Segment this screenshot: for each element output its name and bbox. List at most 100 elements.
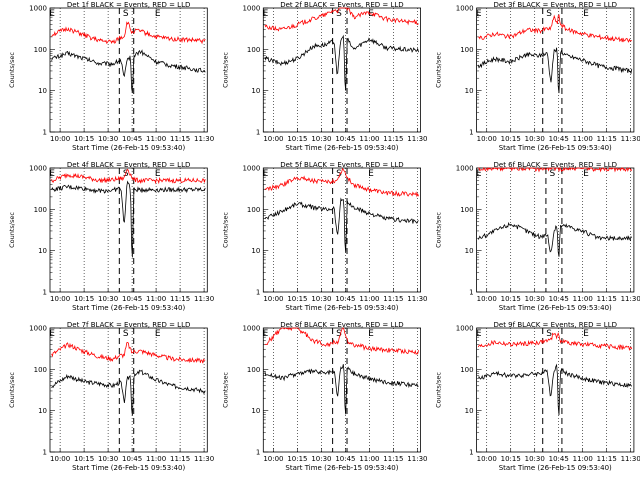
panel-2: Det 2f BLACK = Events, RED = LLD 10:00 10:… xyxy=(221,1,427,152)
x-tick-label: 10:00 xyxy=(263,135,283,143)
x-tick-label: 10:15 xyxy=(74,455,94,463)
x-tick-label: 10:45 xyxy=(335,135,355,143)
panel-title: Det 5f BLACK = Events, RED = LLD xyxy=(280,161,403,169)
y-tick-label: 1000 xyxy=(242,325,260,333)
y-tick-label: 100 xyxy=(34,46,47,54)
y-tick-label: 10 xyxy=(251,407,260,415)
x-tick-label: 11:00 xyxy=(146,295,166,303)
marker-start-label: E xyxy=(263,329,269,339)
x-tick-label: 10:45 xyxy=(549,295,569,303)
marker-source-label: S xyxy=(549,169,555,179)
panel-title: Det 9f BLACK = Events, RED = LLD xyxy=(494,321,617,329)
y-tick-label: 1000 xyxy=(29,325,47,333)
marker-end-label: E xyxy=(155,169,161,179)
plot-frame xyxy=(476,7,635,133)
x-tick-label: 11:15 xyxy=(383,295,403,303)
marker-end-label: E xyxy=(583,329,589,339)
y-tick-label: 1 xyxy=(256,449,260,457)
y-axis-label: Counts/sec xyxy=(435,372,443,408)
y-tick-label: 10 xyxy=(38,247,47,255)
x-tick-label: 10:15 xyxy=(74,295,94,303)
x-tick-label: 11:15 xyxy=(597,135,617,143)
series-line-lld xyxy=(51,21,206,45)
y-tick-label: 100 xyxy=(460,206,473,214)
x-tick-label: 10:15 xyxy=(501,295,521,303)
x-tick-label: 10:30 xyxy=(311,135,331,143)
marker-start-label: E xyxy=(49,329,55,339)
y-tick-label: 1 xyxy=(43,449,47,457)
y-tick-label: 100 xyxy=(247,206,260,214)
x-tick-label: 10:00 xyxy=(477,295,497,303)
y-tick-label: 100 xyxy=(247,366,260,374)
panel-title: Det 7f BLACK = Events, RED = LLD xyxy=(67,321,190,329)
x-axis-label: Start Time (26-Feb-15 09:53:40) xyxy=(285,304,398,312)
x-axis-label: Start Time (26-Feb-15 09:53:40) xyxy=(285,464,398,472)
x-tick-label: 10:30 xyxy=(525,295,545,303)
panel-9: Det 9f BLACK = Events, RED = LLD 10:00 10:… xyxy=(435,321,640,472)
series-line-lld xyxy=(51,341,206,364)
x-tick-label: 11:30 xyxy=(194,295,214,303)
x-tick-label: 11:30 xyxy=(407,295,427,303)
marker-source-label: S xyxy=(123,329,129,339)
series-line-events xyxy=(477,221,633,257)
x-tick-label: 10:15 xyxy=(287,295,307,303)
x-tick-label: 10:30 xyxy=(525,455,545,463)
panel-4: Det 4f BLACK = Events, RED = LLD 10:00 10:… xyxy=(8,161,214,312)
series-line-lld xyxy=(51,168,206,185)
series-line-events xyxy=(477,363,633,416)
x-tick-label: 11:30 xyxy=(621,135,640,143)
y-axis-label: Counts/sec xyxy=(435,52,443,88)
series-line-events xyxy=(51,369,206,416)
y-tick-label: 1 xyxy=(469,449,473,457)
x-tick-label: 10:30 xyxy=(98,455,118,463)
panel-3: Det 3f BLACK = Events, RED = LLD 10:00 10:… xyxy=(435,1,640,152)
y-tick-label: 1 xyxy=(43,129,47,137)
series-line-events xyxy=(51,49,206,94)
x-tick-label: 11:30 xyxy=(407,455,427,463)
x-tick-label: 10:45 xyxy=(335,455,355,463)
y-tick-label: 1000 xyxy=(456,5,474,13)
x-tick-label: 10:30 xyxy=(311,295,331,303)
marker-end-label: E xyxy=(368,329,374,339)
marker-start-label: E xyxy=(49,169,55,179)
x-tick-label: 10:30 xyxy=(98,295,118,303)
x-tick-label: 11:15 xyxy=(170,455,190,463)
x-axis-label: Start Time (26-Feb-15 09:53:40) xyxy=(72,144,185,152)
marker-start-label: E xyxy=(476,329,482,339)
series-line-events xyxy=(264,197,419,253)
series-line-events xyxy=(51,180,206,258)
x-tick-label: 10:15 xyxy=(287,135,307,143)
series-line-events xyxy=(264,34,419,91)
series-line-lld xyxy=(264,167,419,198)
y-tick-label: 10 xyxy=(251,87,260,95)
y-tick-label: 1 xyxy=(256,289,260,297)
marker-start-label: E xyxy=(263,169,269,179)
series-line-lld xyxy=(478,14,632,43)
panel-title: Det 3f BLACK = Events, RED = LLD xyxy=(494,1,617,9)
x-axis-label: Start Time (26-Feb-15 09:53:40) xyxy=(499,144,612,152)
y-tick-label: 10 xyxy=(38,87,47,95)
x-tick-label: 10:45 xyxy=(335,295,355,303)
y-axis-label: Counts/sec xyxy=(8,212,16,248)
marker-end-label: E xyxy=(155,9,161,19)
y-tick-label: 10 xyxy=(465,407,474,415)
x-tick-label: 11:00 xyxy=(573,455,593,463)
series-line-lld xyxy=(478,166,633,173)
x-tick-label: 10:45 xyxy=(122,455,142,463)
y-tick-label: 1000 xyxy=(29,165,47,173)
y-axis-label: Counts/sec xyxy=(8,52,16,88)
y-tick-label: 1 xyxy=(469,129,473,137)
y-tick-label: 1 xyxy=(43,289,47,297)
y-tick-label: 100 xyxy=(460,366,473,374)
x-axis-label: Start Time (26-Feb-15 09:53:40) xyxy=(499,464,612,472)
plot-frame xyxy=(262,327,421,453)
x-tick-label: 10:00 xyxy=(263,455,283,463)
x-tick-label: 11:30 xyxy=(407,135,427,143)
x-tick-label: 10:30 xyxy=(311,455,331,463)
marker-end-label: E xyxy=(583,169,589,179)
x-axis-label: Start Time (26-Feb-15 09:53:40) xyxy=(285,144,398,152)
y-axis-label: Counts/sec xyxy=(8,372,16,408)
y-tick-label: 10 xyxy=(465,87,474,95)
marker-source-label: S xyxy=(123,9,129,19)
